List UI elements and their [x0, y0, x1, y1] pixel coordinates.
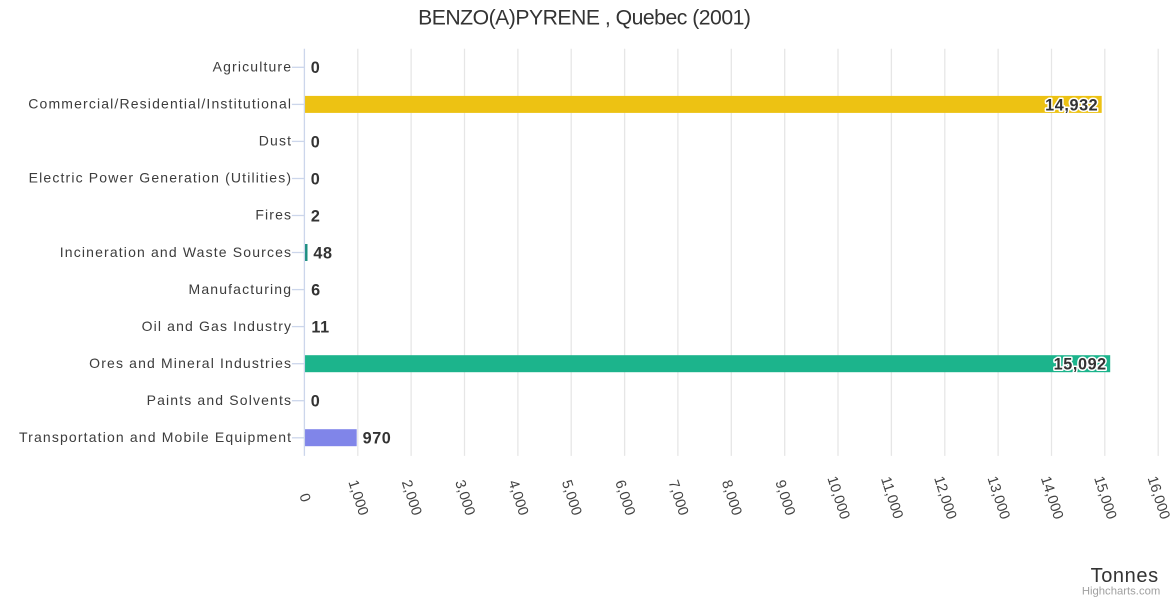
svg-text:Manufacturing: Manufacturing [189, 281, 293, 297]
svg-text:Agriculture: Agriculture [213, 59, 293, 75]
svg-text:0: 0 [311, 133, 321, 151]
svg-text:2: 2 [311, 207, 321, 225]
svg-text:970: 970 [363, 430, 392, 448]
svg-text:15,092: 15,092 [1054, 356, 1107, 374]
svg-text:0: 0 [311, 170, 321, 188]
svg-text:Fires: Fires [255, 207, 292, 223]
svg-text:11: 11 [311, 319, 329, 337]
svg-text:Oil and Gas Industry: Oil and Gas Industry [142, 318, 293, 334]
svg-text:Transportation and Mobile Equi: Transportation and Mobile Equipment [19, 429, 292, 445]
svg-text:6: 6 [311, 282, 321, 300]
svg-text:0: 0 [311, 59, 321, 77]
svg-text:14,932: 14,932 [1045, 96, 1098, 114]
svg-text:Highcharts.com: Highcharts.com [1082, 586, 1160, 598]
svg-text:BENZO(A)PYRENE , Quebec (2001): BENZO(A)PYRENE , Quebec (2001) [418, 6, 750, 29]
svg-text:Dust: Dust [259, 133, 292, 149]
svg-text:Tonnes: Tonnes [1091, 565, 1159, 587]
svg-text:Electric Power Generation (Uti: Electric Power Generation (Utilities) [29, 170, 293, 186]
svg-text:Commercial/Residential/Institu: Commercial/Residential/Institutional [28, 96, 292, 112]
svg-text:Incineration and Waste Sources: Incineration and Waste Sources [60, 244, 292, 260]
svg-text:48: 48 [313, 244, 332, 262]
svg-text:Paints and Solvents: Paints and Solvents [147, 392, 293, 408]
svg-text:Ores and Mineral Industries: Ores and Mineral Industries [89, 355, 292, 371]
svg-text:0: 0 [311, 393, 321, 411]
